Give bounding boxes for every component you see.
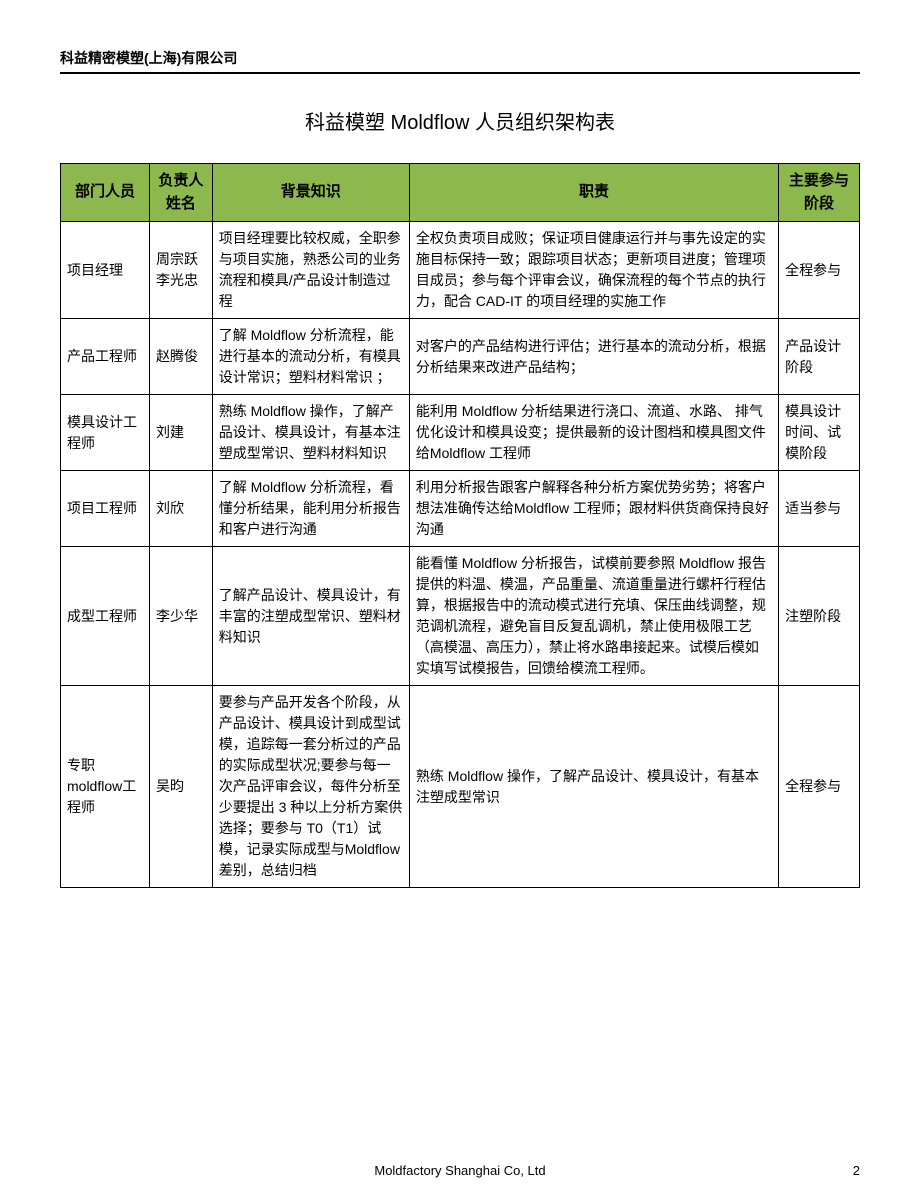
col-header-name: 负责人姓名 [150, 164, 213, 222]
table-row: 模具设计工程师 刘建 熟练 Moldflow 操作，了解产品设计、模具设计，有基… [61, 395, 860, 471]
col-header-responsibility: 职责 [409, 164, 778, 222]
cell-name: 刘建 [150, 395, 213, 471]
cell-stage: 注塑阶段 [779, 547, 860, 686]
cell-background: 熟练 Moldflow 操作，了解产品设计、模具设计，有基本注塑成型常识、塑料材… [212, 395, 409, 471]
footer-page-number: 2 [853, 1163, 860, 1178]
table-row: 项目工程师 刘欣 了解 Moldflow 分析流程，看懂分析结果，能利用分析报告… [61, 471, 860, 547]
cell-role: 模具设计工程师 [61, 395, 150, 471]
col-header-background: 背景知识 [212, 164, 409, 222]
cell-stage: 全程参与 [779, 686, 860, 888]
cell-name: 李少华 [150, 547, 213, 686]
table-header-row: 部门人员 负责人姓名 背景知识 职责 主要参与阶段 [61, 164, 860, 222]
cell-role: 项目经理 [61, 222, 150, 319]
cell-stage: 产品设计阶段 [779, 319, 860, 395]
cell-role: 项目工程师 [61, 471, 150, 547]
cell-responsibility: 熟练 Moldflow 操作，了解产品设计、模具设计，有基本注塑成型常识 [409, 686, 778, 888]
cell-stage: 模具设计时间、试模阶段 [779, 395, 860, 471]
cell-background: 要参与产品开发各个阶段，从产品设计、模具设计到成型试模，追踪每一套分析过的产品的… [212, 686, 409, 888]
table-row: 产品工程师 赵腾俊 了解 Moldflow 分析流程，能进行基本的流动分析，有模… [61, 319, 860, 395]
cell-role: 成型工程师 [61, 547, 150, 686]
company-header: 科益精密模塑(上海)有限公司 [60, 48, 860, 74]
table-row: 专职moldflow工程师 吴昀 要参与产品开发各个阶段，从产品设计、模具设计到… [61, 686, 860, 888]
cell-name: 赵腾俊 [150, 319, 213, 395]
document-title: 科益模塑 Moldflow 人员组织架构表 [60, 106, 860, 135]
cell-background: 了解 Moldflow 分析流程，看懂分析结果，能利用分析报告和客户进行沟通 [212, 471, 409, 547]
cell-background: 项目经理要比较权威，全职参与项目实施，熟悉公司的业务流程和模具/产品设计制造过程 [212, 222, 409, 319]
col-header-role: 部门人员 [61, 164, 150, 222]
cell-name: 吴昀 [150, 686, 213, 888]
cell-stage: 全程参与 [779, 222, 860, 319]
cell-name: 刘欣 [150, 471, 213, 547]
cell-responsibility: 对客户的产品结构进行评估；进行基本的流动分析，根据分析结果来改进产品结构； [409, 319, 778, 395]
cell-responsibility: 能利用 Moldflow 分析结果进行浇口、流道、水路、 排气优化设计和模具设变… [409, 395, 778, 471]
cell-background: 了解 Moldflow 分析流程，能进行基本的流动分析，有模具设计常识；塑料材料… [212, 319, 409, 395]
cell-name: 周宗跃 李光忠 [150, 222, 213, 319]
cell-responsibility: 全权负责项目成败；保证项目健康运行并与事先设定的实施目标保持一致；跟踪项目状态；… [409, 222, 778, 319]
table-row: 项目经理 周宗跃 李光忠 项目经理要比较权威，全职参与项目实施，熟悉公司的业务流… [61, 222, 860, 319]
cell-stage: 适当参与 [779, 471, 860, 547]
cell-responsibility: 能看懂 Moldflow 分析报告，试模前要参照 Moldflow 报告提供的料… [409, 547, 778, 686]
cell-background: 了解产品设计、模具设计，有丰富的注塑成型常识、塑料材料知识 [212, 547, 409, 686]
org-table: 部门人员 负责人姓名 背景知识 职责 主要参与阶段 项目经理 周宗跃 李光忠 项… [60, 163, 860, 888]
col-header-stage: 主要参与阶段 [779, 164, 860, 222]
cell-role: 专职moldflow工程师 [61, 686, 150, 888]
footer-company: Moldfactory Shanghai Co, Ltd [0, 1163, 920, 1178]
cell-role: 产品工程师 [61, 319, 150, 395]
cell-responsibility: 利用分析报告跟客户解释各种分析方案优势劣势；将客户想法准确传达给Moldflow… [409, 471, 778, 547]
table-row: 成型工程师 李少华 了解产品设计、模具设计，有丰富的注塑成型常识、塑料材料知识 … [61, 547, 860, 686]
